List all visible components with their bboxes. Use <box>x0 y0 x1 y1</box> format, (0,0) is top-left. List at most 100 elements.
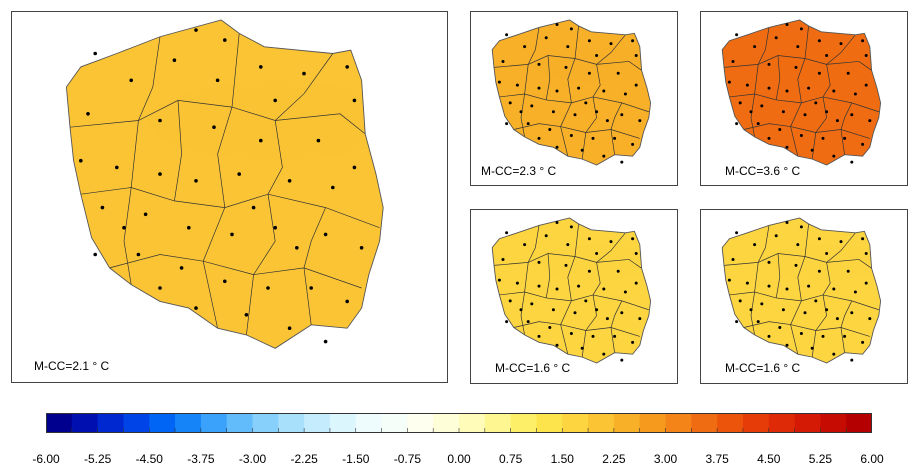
station-dot <box>794 263 798 267</box>
station-dot <box>595 110 599 114</box>
station-dot <box>821 334 825 338</box>
colorbar-swatch <box>226 413 253 433</box>
colorbar-tick-labels: -6.00 -5.25 -4.50 -3.75 -3.00 -2.25 -1.50 -0.75… <box>0 452 918 468</box>
station-dot <box>839 42 843 46</box>
station-dot <box>850 358 854 362</box>
region-border <box>520 225 540 335</box>
station-dot <box>634 54 638 58</box>
station-dot <box>767 334 771 338</box>
mcc-label: M-CC=3.6 ° C <box>725 164 801 178</box>
colorbar-tick-label: -0.75 <box>393 452 422 466</box>
temperature-field <box>722 218 881 364</box>
station-dot <box>93 51 97 56</box>
country-outline <box>491 217 652 364</box>
station-dot <box>817 71 821 75</box>
station-dot <box>555 22 559 26</box>
station-dot <box>631 142 635 146</box>
colorbar-tick-label: 2.25 <box>602 452 626 466</box>
station-dot <box>194 306 198 310</box>
station-dot <box>530 302 534 306</box>
station-dot <box>609 42 613 46</box>
station-dot <box>602 287 606 291</box>
station-dot <box>853 290 857 294</box>
colorbar-tick-label: -3.75 <box>187 452 215 466</box>
colorbar <box>46 413 872 433</box>
station-dot <box>537 260 541 264</box>
station-dot <box>731 257 735 261</box>
station-dot <box>817 39 821 43</box>
colorbar-swatch <box>717 413 744 433</box>
station-dot <box>832 154 836 158</box>
station-dot <box>136 252 141 257</box>
station-dot <box>115 165 119 170</box>
station-dot <box>519 308 523 312</box>
station-dot <box>835 119 839 123</box>
station-dot <box>172 58 177 62</box>
station-dot <box>331 185 335 190</box>
station-dot <box>731 59 735 63</box>
country-outline <box>491 19 652 166</box>
colorbar-swatch <box>794 413 821 433</box>
colorbar-tick-label: -2.25 <box>290 452 318 466</box>
colorbar-swatch <box>846 413 872 433</box>
station-dot <box>505 231 509 235</box>
station-dot <box>638 317 642 321</box>
map-panel-top-right: M-CC=3.6 ° C <box>700 11 908 186</box>
station-dot <box>861 340 865 344</box>
colorbar-swatch <box>433 413 460 433</box>
station-dot <box>587 39 591 43</box>
station-dot <box>631 340 635 344</box>
station-dot <box>548 326 552 330</box>
station-dot <box>623 92 627 96</box>
colorbar-swatch <box>46 413 73 433</box>
station-dot <box>564 65 568 69</box>
station-dot <box>799 133 803 137</box>
station-dot <box>753 243 757 247</box>
colorbar-swatch <box>71 413 99 433</box>
map-canvas <box>491 217 652 364</box>
station-dot <box>595 54 599 58</box>
colorbar-swatch <box>278 413 305 433</box>
station-dot <box>785 343 789 347</box>
colorbar-swatch <box>329 413 357 433</box>
station-dot <box>584 299 588 303</box>
region-border <box>743 123 870 139</box>
station-dot <box>767 62 771 66</box>
station-dot <box>505 122 509 126</box>
region-border <box>840 102 853 155</box>
colorbar-tick-label: 3.00 <box>653 452 678 466</box>
region-border <box>750 27 770 137</box>
station-dot <box>861 39 865 43</box>
station-dot <box>555 89 559 93</box>
station-dot <box>501 257 505 261</box>
station-dot <box>756 122 760 126</box>
station-dot <box>86 112 90 116</box>
station-dot <box>631 39 635 43</box>
station-dot <box>785 89 789 93</box>
region-border <box>790 25 809 157</box>
station-dot <box>591 334 595 338</box>
colorbar-tick-label: 6.00 <box>860 452 884 466</box>
region-border <box>560 25 579 157</box>
mcc-label: M-CC=2.1 ° C <box>34 359 110 373</box>
station-dot <box>573 311 577 315</box>
colorbar-tick-label: 1.50 <box>550 452 574 466</box>
temperature-field <box>66 20 384 349</box>
station-dot <box>735 122 739 126</box>
region-border <box>246 53 334 335</box>
colorbar-swatch <box>665 413 692 433</box>
station-dot <box>620 113 624 117</box>
station-dot <box>850 113 854 117</box>
region-border <box>520 27 540 137</box>
station-dot <box>526 122 530 126</box>
map-panel-bottom-right: M-CC=1.6 ° C <box>700 209 908 384</box>
station-dot <box>850 160 854 164</box>
station-dot <box>727 278 731 282</box>
station-dot <box>778 326 782 330</box>
colorbar-swatch <box>459 413 486 433</box>
station-dot <box>537 334 541 338</box>
station-dot <box>749 110 753 114</box>
station-dot <box>194 28 198 32</box>
station-dot <box>259 138 263 143</box>
colorbar-swatch <box>562 413 589 433</box>
